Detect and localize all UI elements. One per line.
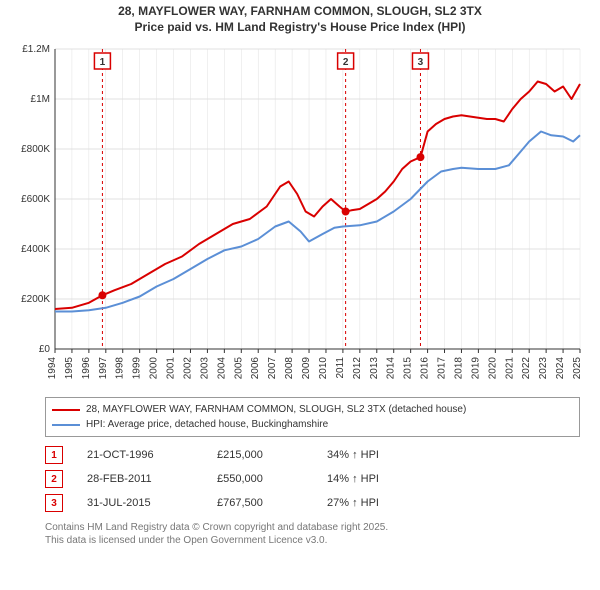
svg-text:2017: 2017 xyxy=(437,357,448,380)
svg-text:2015: 2015 xyxy=(403,357,414,380)
footnote-line2: This data is licensed under the Open Gov… xyxy=(45,534,580,547)
event-badge: 3 xyxy=(45,494,63,512)
svg-text:£0: £0 xyxy=(39,344,51,355)
legend-box: 28, MAYFLOWER WAY, FARNHAM COMMON, SLOUG… xyxy=(45,397,580,437)
legend-item: 28, MAYFLOWER WAY, FARNHAM COMMON, SLOUG… xyxy=(52,402,573,417)
svg-text:2010: 2010 xyxy=(318,357,329,380)
line-chart-svg: £0 £200K £400K £600K £800K £1M £1.2M 1994 1995 19… xyxy=(10,39,590,389)
svg-text:2023: 2023 xyxy=(538,357,549,380)
svg-text:2000: 2000 xyxy=(149,357,160,380)
legend-item: HPI: Average price, detached house, Buck… xyxy=(52,417,573,432)
svg-text:2013: 2013 xyxy=(369,357,380,380)
svg-text:1997: 1997 xyxy=(98,357,109,380)
event-date: 31-JUL-2015 xyxy=(87,497,217,509)
svg-text:£1M: £1M xyxy=(31,94,50,105)
events-table: 1 21-OCT-1996£215,00034% ↑ HPI 2 28-FEB-201… xyxy=(45,443,580,515)
svg-text:2019: 2019 xyxy=(470,357,481,380)
svg-text:2018: 2018 xyxy=(453,357,464,380)
svg-text:2024: 2024 xyxy=(555,357,566,380)
footnote: Contains HM Land Registry data © Crown c… xyxy=(45,521,580,547)
svg-text:2006: 2006 xyxy=(250,357,261,380)
event-row: 2 28-FEB-2011£550,00014% ↑ HPI xyxy=(45,467,580,491)
event-date: 28-FEB-2011 xyxy=(87,473,217,485)
svg-text:£200K: £200K xyxy=(21,294,50,305)
svg-text:2022: 2022 xyxy=(521,357,532,380)
chart-title: 28, MAYFLOWER WAY, FARNHAM COMMON, SLOUG… xyxy=(0,0,600,35)
svg-text:£600K: £600K xyxy=(21,194,50,205)
legend-swatch xyxy=(52,409,80,411)
svg-text:2: 2 xyxy=(343,57,349,68)
svg-text:2014: 2014 xyxy=(386,357,397,380)
svg-text:2021: 2021 xyxy=(504,357,515,380)
event-row: 1 21-OCT-1996£215,00034% ↑ HPI xyxy=(45,443,580,467)
svg-text:1999: 1999 xyxy=(132,357,143,380)
svg-text:£800K: £800K xyxy=(21,144,50,155)
chart-area: £0 £200K £400K £600K £800K £1M £1.2M 1994 1995 19… xyxy=(10,39,590,389)
svg-text:2016: 2016 xyxy=(420,357,431,380)
event-date: 21-OCT-1996 xyxy=(87,449,217,461)
event-delta: 34% ↑ HPI xyxy=(327,449,379,461)
event-delta: 14% ↑ HPI xyxy=(327,473,379,485)
svg-text:2003: 2003 xyxy=(199,357,210,380)
svg-text:1995: 1995 xyxy=(64,357,75,380)
svg-text:2025: 2025 xyxy=(572,357,583,380)
svg-text:1994: 1994 xyxy=(47,357,58,380)
svg-text:2008: 2008 xyxy=(284,357,295,380)
svg-text:£1.2M: £1.2M xyxy=(22,44,50,55)
svg-text:2020: 2020 xyxy=(487,357,498,380)
legend-swatch xyxy=(52,424,80,426)
footnote-line1: Contains HM Land Registry data © Crown c… xyxy=(45,521,580,534)
svg-text:2005: 2005 xyxy=(233,357,244,380)
event-price: £215,000 xyxy=(217,449,327,461)
svg-text:1: 1 xyxy=(100,57,106,68)
svg-text:1998: 1998 xyxy=(115,357,126,380)
event-price: £550,000 xyxy=(217,473,327,485)
event-row: 3 31-JUL-2015£767,50027% ↑ HPI xyxy=(45,491,580,515)
svg-text:1996: 1996 xyxy=(81,357,92,380)
svg-text:2001: 2001 xyxy=(166,357,177,380)
svg-text:£400K: £400K xyxy=(21,244,50,255)
svg-text:2004: 2004 xyxy=(216,357,227,380)
legend-label: 28, MAYFLOWER WAY, FARNHAM COMMON, SLOUG… xyxy=(86,402,466,417)
svg-text:3: 3 xyxy=(418,57,424,68)
event-price: £767,500 xyxy=(217,497,327,509)
svg-text:2011: 2011 xyxy=(335,357,346,379)
svg-text:2007: 2007 xyxy=(267,357,278,380)
event-badge: 2 xyxy=(45,470,63,488)
title-line2: Price paid vs. HM Land Registry's House … xyxy=(8,20,592,36)
svg-text:2009: 2009 xyxy=(301,357,312,380)
title-line1: 28, MAYFLOWER WAY, FARNHAM COMMON, SLOUG… xyxy=(8,4,592,20)
event-delta: 27% ↑ HPI xyxy=(327,497,379,509)
svg-text:2012: 2012 xyxy=(352,357,363,380)
legend-label: HPI: Average price, detached house, Buck… xyxy=(86,417,328,432)
svg-text:2002: 2002 xyxy=(182,357,193,380)
event-badge: 1 xyxy=(45,446,63,464)
